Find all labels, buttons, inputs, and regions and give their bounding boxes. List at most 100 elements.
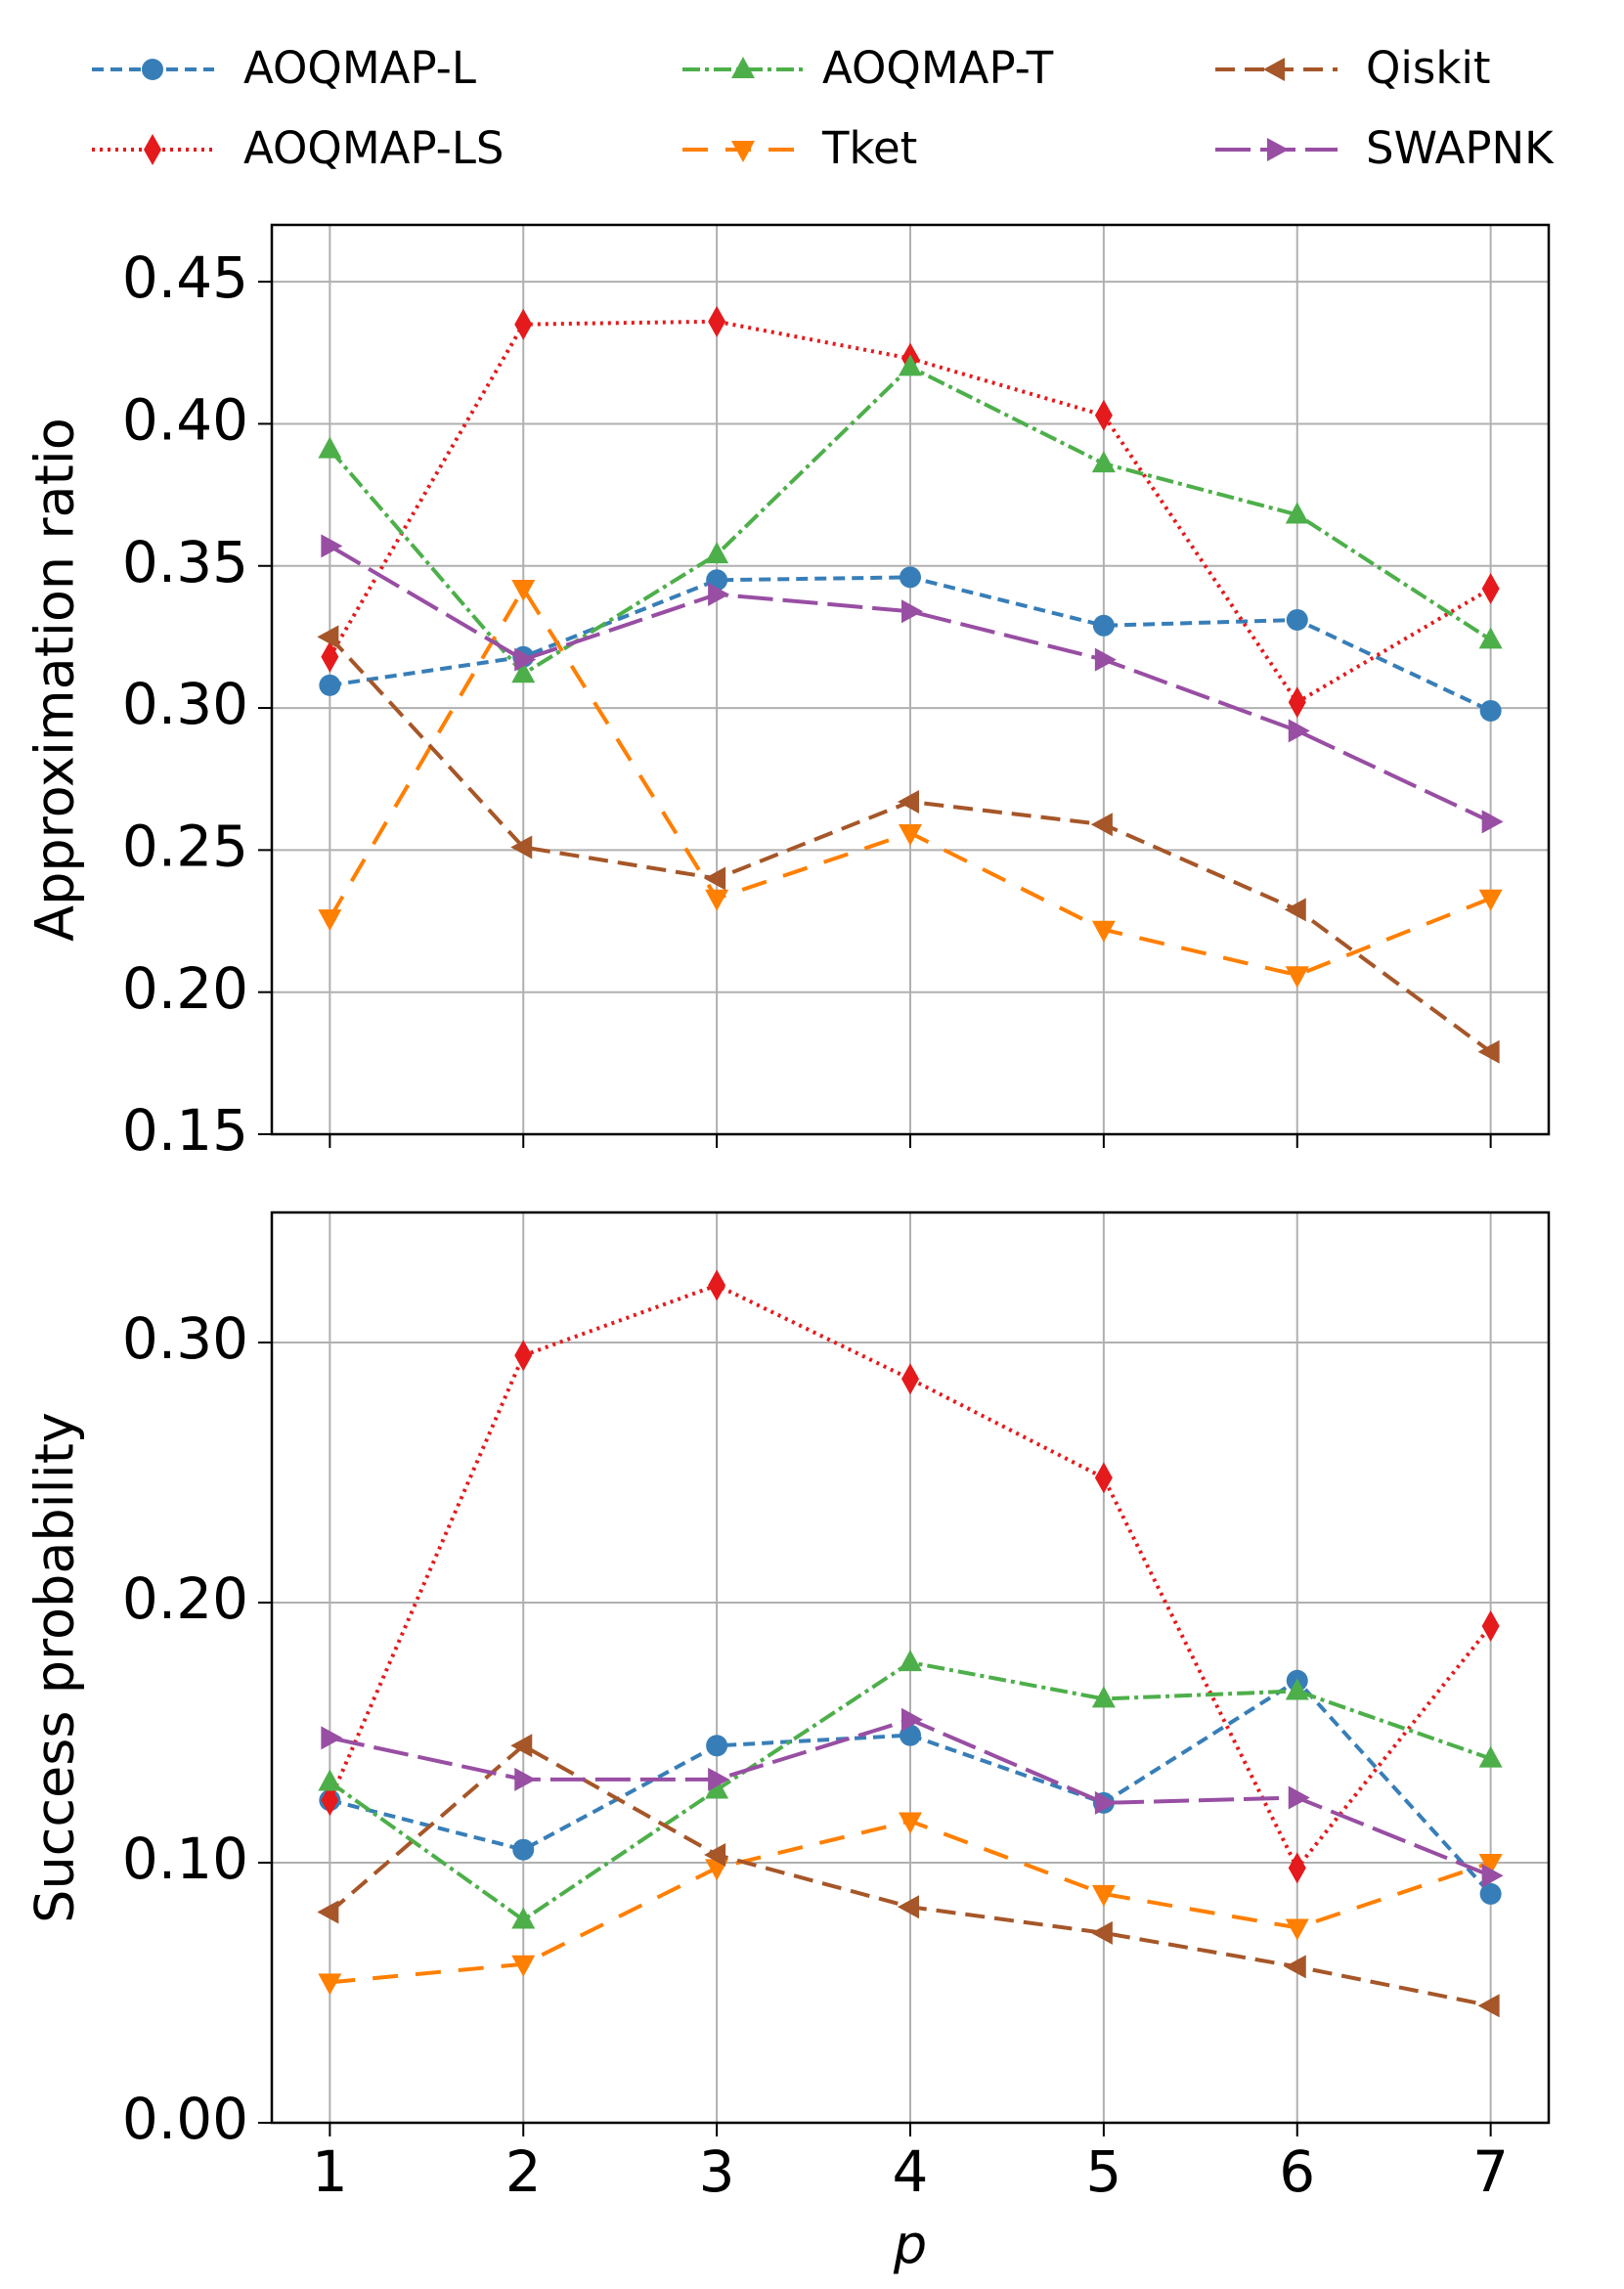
y-tick-label: 0.00	[122, 2086, 248, 2152]
y-tick-label: 0.45	[122, 244, 248, 311]
marker	[1477, 1039, 1500, 1064]
marker	[514, 308, 533, 340]
marker	[318, 1769, 342, 1791]
marker	[900, 1724, 921, 1746]
y-tick-label: 0.20	[122, 955, 248, 1022]
marker	[1091, 920, 1116, 943]
marker	[708, 1767, 730, 1791]
marker	[511, 1955, 536, 1977]
marker	[1091, 451, 1116, 473]
marker	[899, 1812, 922, 1834]
legend-marker	[142, 59, 163, 80]
marker	[1090, 813, 1113, 837]
marker	[705, 1777, 729, 1799]
marker	[317, 625, 339, 649]
marker	[321, 1726, 343, 1750]
marker	[708, 1269, 726, 1301]
marker	[1094, 647, 1117, 672]
marker	[1479, 699, 1502, 722]
marker	[1094, 1462, 1113, 1494]
marker	[901, 1363, 919, 1395]
marker	[1478, 1745, 1503, 1768]
marker	[1091, 1686, 1116, 1708]
legend-marker	[1263, 58, 1285, 81]
marker	[899, 1650, 922, 1672]
y-axis-label: Approximation ratio	[24, 418, 86, 942]
y-tick-label: 0.30	[122, 671, 248, 737]
marker	[510, 835, 533, 859]
legend-label: AOQMAP-L	[243, 42, 476, 94]
marker	[1285, 1918, 1309, 1941]
marker	[1481, 810, 1504, 834]
marker	[708, 305, 726, 337]
legend-marker	[1267, 138, 1289, 161]
y-tick-label: 0.20	[122, 1565, 248, 1632]
legend-label: Qiskit	[1366, 42, 1491, 94]
marker	[318, 909, 342, 932]
marker	[1478, 1854, 1503, 1875]
marker	[704, 866, 726, 891]
marker	[1477, 1994, 1500, 2018]
marker	[1285, 966, 1309, 989]
marker	[319, 674, 341, 696]
marker	[317, 1900, 339, 1924]
marker	[1288, 1852, 1306, 1884]
marker	[1285, 502, 1309, 524]
legend-marker	[144, 134, 161, 165]
marker	[705, 889, 729, 911]
x-axis-label: p	[893, 2215, 927, 2276]
y-axis-label: Success probability	[24, 1412, 86, 1923]
x-tick-label: 5	[1085, 2138, 1121, 2205]
marker	[514, 1767, 537, 1791]
y-tick-label: 0.35	[122, 529, 248, 595]
marker	[514, 647, 537, 672]
marker	[898, 789, 919, 814]
marker	[1092, 614, 1115, 637]
marker	[1284, 898, 1306, 922]
marker	[1288, 719, 1310, 743]
marker	[1481, 1609, 1500, 1642]
marker	[1090, 1920, 1113, 1945]
marker	[706, 1735, 728, 1757]
y-tick-label: 0.40	[122, 387, 248, 454]
marker	[705, 542, 729, 564]
marker	[514, 1340, 533, 1372]
legend-label: AOQMAP-T	[822, 42, 1054, 94]
marker	[901, 1707, 923, 1732]
marker	[1094, 1790, 1117, 1815]
marker	[1094, 399, 1113, 431]
marker	[318, 1973, 342, 1996]
marker	[511, 1907, 536, 1929]
marker	[512, 1838, 535, 1861]
legend-label: AOQMAP-LS	[243, 122, 504, 174]
marker	[1481, 1864, 1504, 1888]
marker	[898, 1895, 919, 1919]
marker	[318, 436, 342, 459]
marker	[1479, 1882, 1502, 1905]
x-tick-label: 7	[1472, 2138, 1509, 2205]
legend-marker	[731, 57, 755, 78]
marker	[1286, 608, 1308, 631]
x-tick-label: 4	[893, 2138, 929, 2205]
y-tick-label: 0.10	[122, 1826, 248, 1892]
axes-frame	[270, 223, 1551, 1136]
legend-label: SWAPNK	[1366, 122, 1555, 174]
marker	[901, 599, 923, 624]
marker	[321, 534, 343, 558]
axes-frame	[270, 1211, 1551, 2125]
marker	[1288, 1785, 1310, 1810]
marker	[1481, 573, 1500, 604]
marker	[1284, 1955, 1306, 1979]
y-tick-label: 0.30	[122, 1305, 248, 1372]
x-tick-label: 2	[505, 2138, 542, 2205]
marker	[511, 661, 536, 683]
marker	[1091, 1884, 1116, 1907]
marker	[321, 640, 339, 673]
marker	[708, 582, 730, 606]
legend-marker	[731, 141, 755, 162]
marker	[1285, 1678, 1309, 1700]
marker	[900, 566, 921, 589]
marker	[1288, 686, 1306, 719]
y-tick-label: 0.25	[122, 813, 248, 879]
